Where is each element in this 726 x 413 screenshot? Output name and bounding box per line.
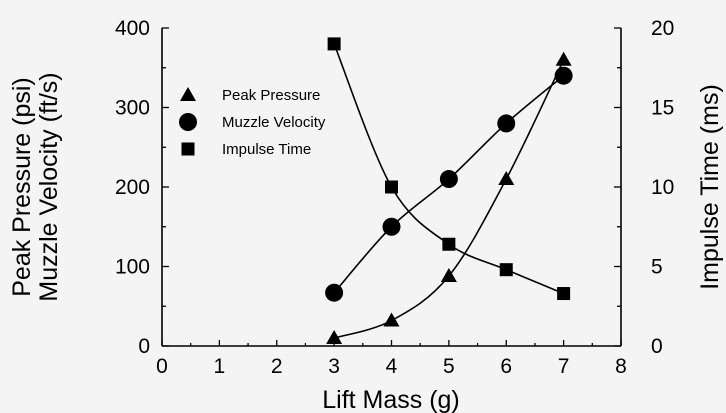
y2-axis-title: Impulse Time (ms) (696, 84, 724, 290)
legend: Peak Pressure Muzzle Velocity Impulse Time (179, 87, 326, 158)
x-tick-label: 1 (214, 355, 226, 378)
x-tick-label: 2 (271, 355, 283, 378)
y2-tick-label: 10 (651, 176, 674, 199)
y-tick-label: 400 (115, 17, 150, 40)
impulse-time-marker (327, 37, 341, 51)
legend-peak-pressure-label: Peak Pressure (222, 87, 320, 104)
x-tick-label: 6 (500, 355, 512, 378)
y-tick-label: 300 (115, 97, 150, 120)
y2-tick-label: 0 (651, 335, 663, 358)
tick-marks (161, 27, 622, 347)
x-tick-label: 7 (558, 355, 570, 378)
y2-tick-label: 15 (651, 97, 674, 120)
x-tick-label: 4 (386, 355, 398, 378)
fit-curves (333, 43, 565, 339)
impulse-time-curve (333, 43, 564, 295)
y-tick-labels: 0 100 200 300 400 (115, 17, 150, 358)
impulse-time-marker (385, 180, 398, 194)
peak-pressure-marker (326, 330, 343, 345)
legend-muzzle-velocity-label: Muzzle Velocity (222, 114, 326, 131)
y2-tick-labels: 0 5 10 15 20 (651, 17, 674, 358)
y-axis-title-line-1: Peak Pressure (psi) (8, 77, 36, 297)
legend-peak-pressure-symbol (180, 87, 196, 101)
muzzle-velocity-marker (325, 283, 344, 302)
data-markers (325, 37, 573, 345)
peak-pressure-marker (383, 312, 400, 327)
x-tick-label: 3 (328, 355, 340, 378)
x-axis-title: Lift Mass (g) (322, 386, 460, 413)
peak-pressure-curve (333, 59, 565, 339)
impulse-time-marker (499, 263, 513, 277)
y2-tick-label: 20 (651, 17, 674, 40)
y-tick-label: 100 (115, 256, 150, 279)
muzzle-velocity-marker (439, 170, 458, 189)
muzzle-velocity-marker (382, 217, 401, 236)
x-tick-label: 8 (615, 355, 627, 378)
legend-impulse-time-symbol (181, 142, 195, 156)
peak-pressure-marker (498, 171, 515, 186)
impulse-time-marker (442, 237, 456, 251)
y-axis-title-line-2: Muzzle Velocity (ft/s) (35, 72, 63, 301)
muzzle-velocity-marker (554, 66, 573, 85)
impulse-time-marker (557, 287, 571, 301)
muzzle-velocity-marker (497, 114, 516, 133)
y-tick-label: 200 (115, 176, 150, 199)
x-tick-labels: 0 1 2 3 4 5 6 7 8 (156, 355, 627, 378)
x-tick-label: 5 (443, 355, 455, 378)
legend-impulse-time-label: Impulse Time (222, 141, 311, 158)
y2-tick-label: 5 (651, 256, 663, 279)
x-tick-label: 0 (156, 355, 168, 378)
peak-pressure-marker (440, 268, 457, 283)
y-tick-label: 0 (138, 335, 150, 358)
peak-pressure-marker (555, 51, 572, 66)
legend-muzzle-velocity-symbol (179, 113, 197, 131)
